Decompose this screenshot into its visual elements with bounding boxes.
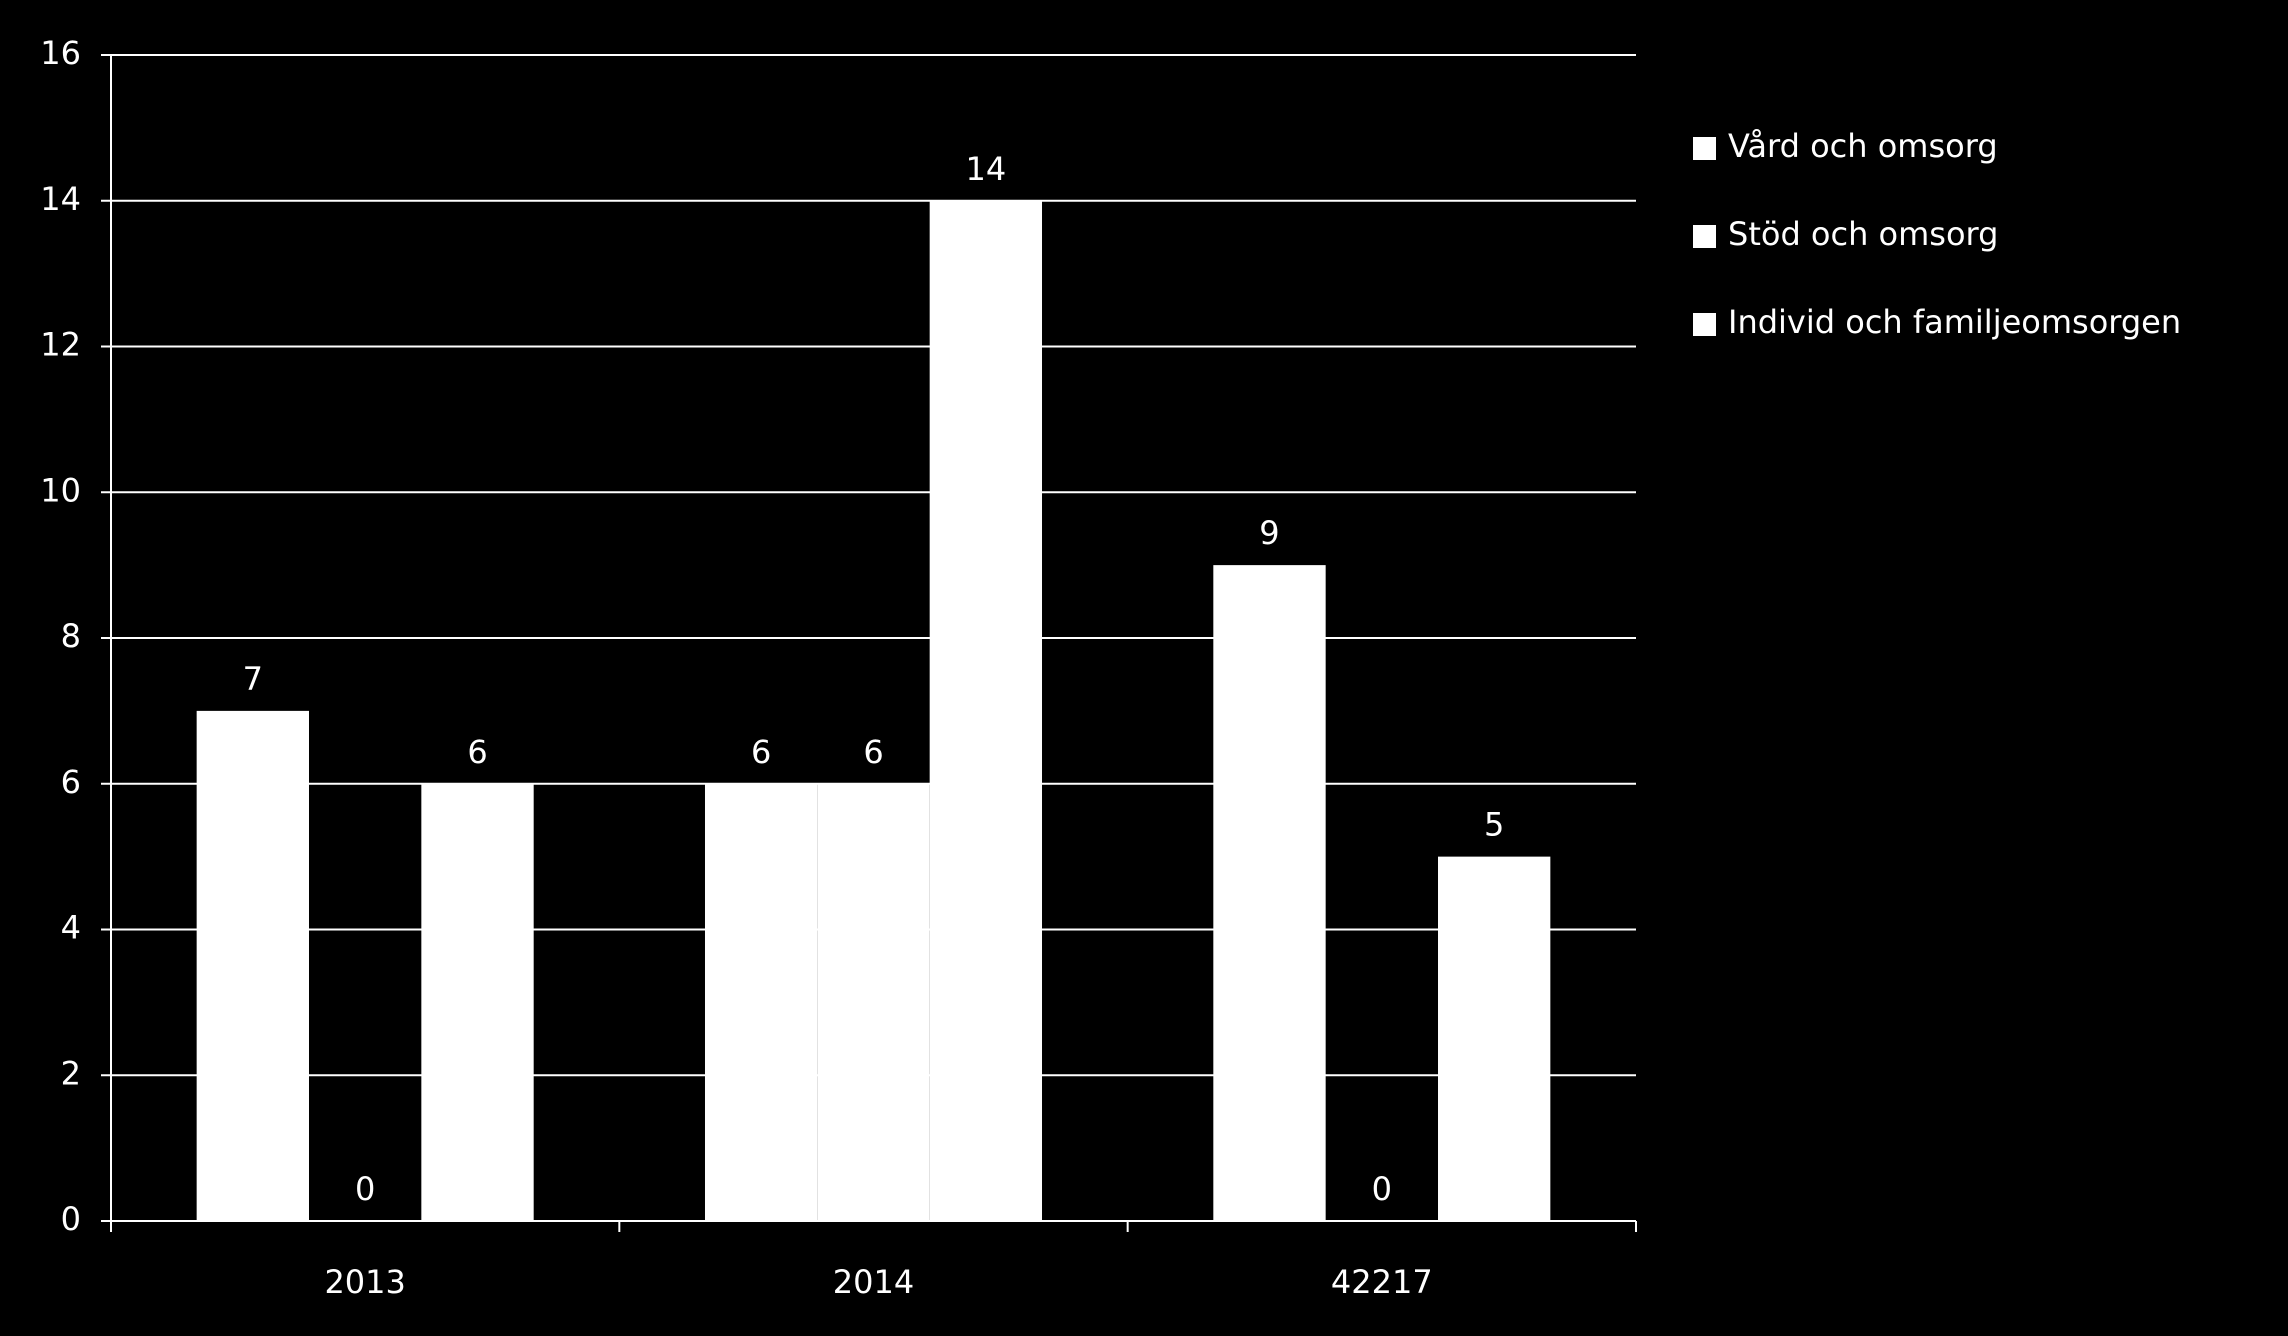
x-tick-label: 42217 — [1331, 1263, 1433, 1301]
bar — [704, 783, 818, 1221]
y-tick-label: 10 — [40, 471, 81, 509]
y-tick-label: 2 — [61, 1054, 81, 1092]
legend-swatch — [1693, 225, 1716, 248]
data-label: 6 — [467, 733, 487, 771]
data-label: 6 — [751, 733, 771, 771]
data-label: 7 — [243, 660, 263, 698]
data-label: 14 — [965, 150, 1006, 188]
y-tick-label: 14 — [40, 180, 81, 218]
data-label: 0 — [1372, 1170, 1392, 1208]
bar — [196, 710, 309, 1221]
legend-swatch — [1693, 137, 1716, 160]
y-tick-label: 4 — [61, 909, 81, 947]
legend-swatch — [1693, 313, 1716, 336]
data-label: 6 — [863, 733, 883, 771]
y-tick-label: 0 — [61, 1200, 81, 1238]
x-tick-label: 2014 — [833, 1263, 914, 1301]
y-tick-label: 12 — [40, 326, 81, 364]
bar — [1213, 565, 1326, 1221]
bar — [1438, 856, 1551, 1221]
y-tick-label: 6 — [61, 763, 81, 801]
x-tick-label: 2013 — [324, 1263, 405, 1301]
bar — [421, 783, 534, 1221]
bar — [817, 783, 930, 1221]
bar — [929, 200, 1043, 1221]
data-label: 5 — [1484, 806, 1504, 844]
data-label: 9 — [1259, 514, 1279, 552]
legend-label: Vård och omsorg — [1728, 127, 1998, 165]
y-tick-label: 16 — [40, 34, 81, 72]
legend-label: Individ och familjeomsorgen — [1728, 303, 2181, 341]
data-label: 0 — [355, 1170, 375, 1208]
legend-label: Stöd och omsorg — [1728, 215, 1998, 253]
y-tick-label: 8 — [61, 617, 81, 655]
